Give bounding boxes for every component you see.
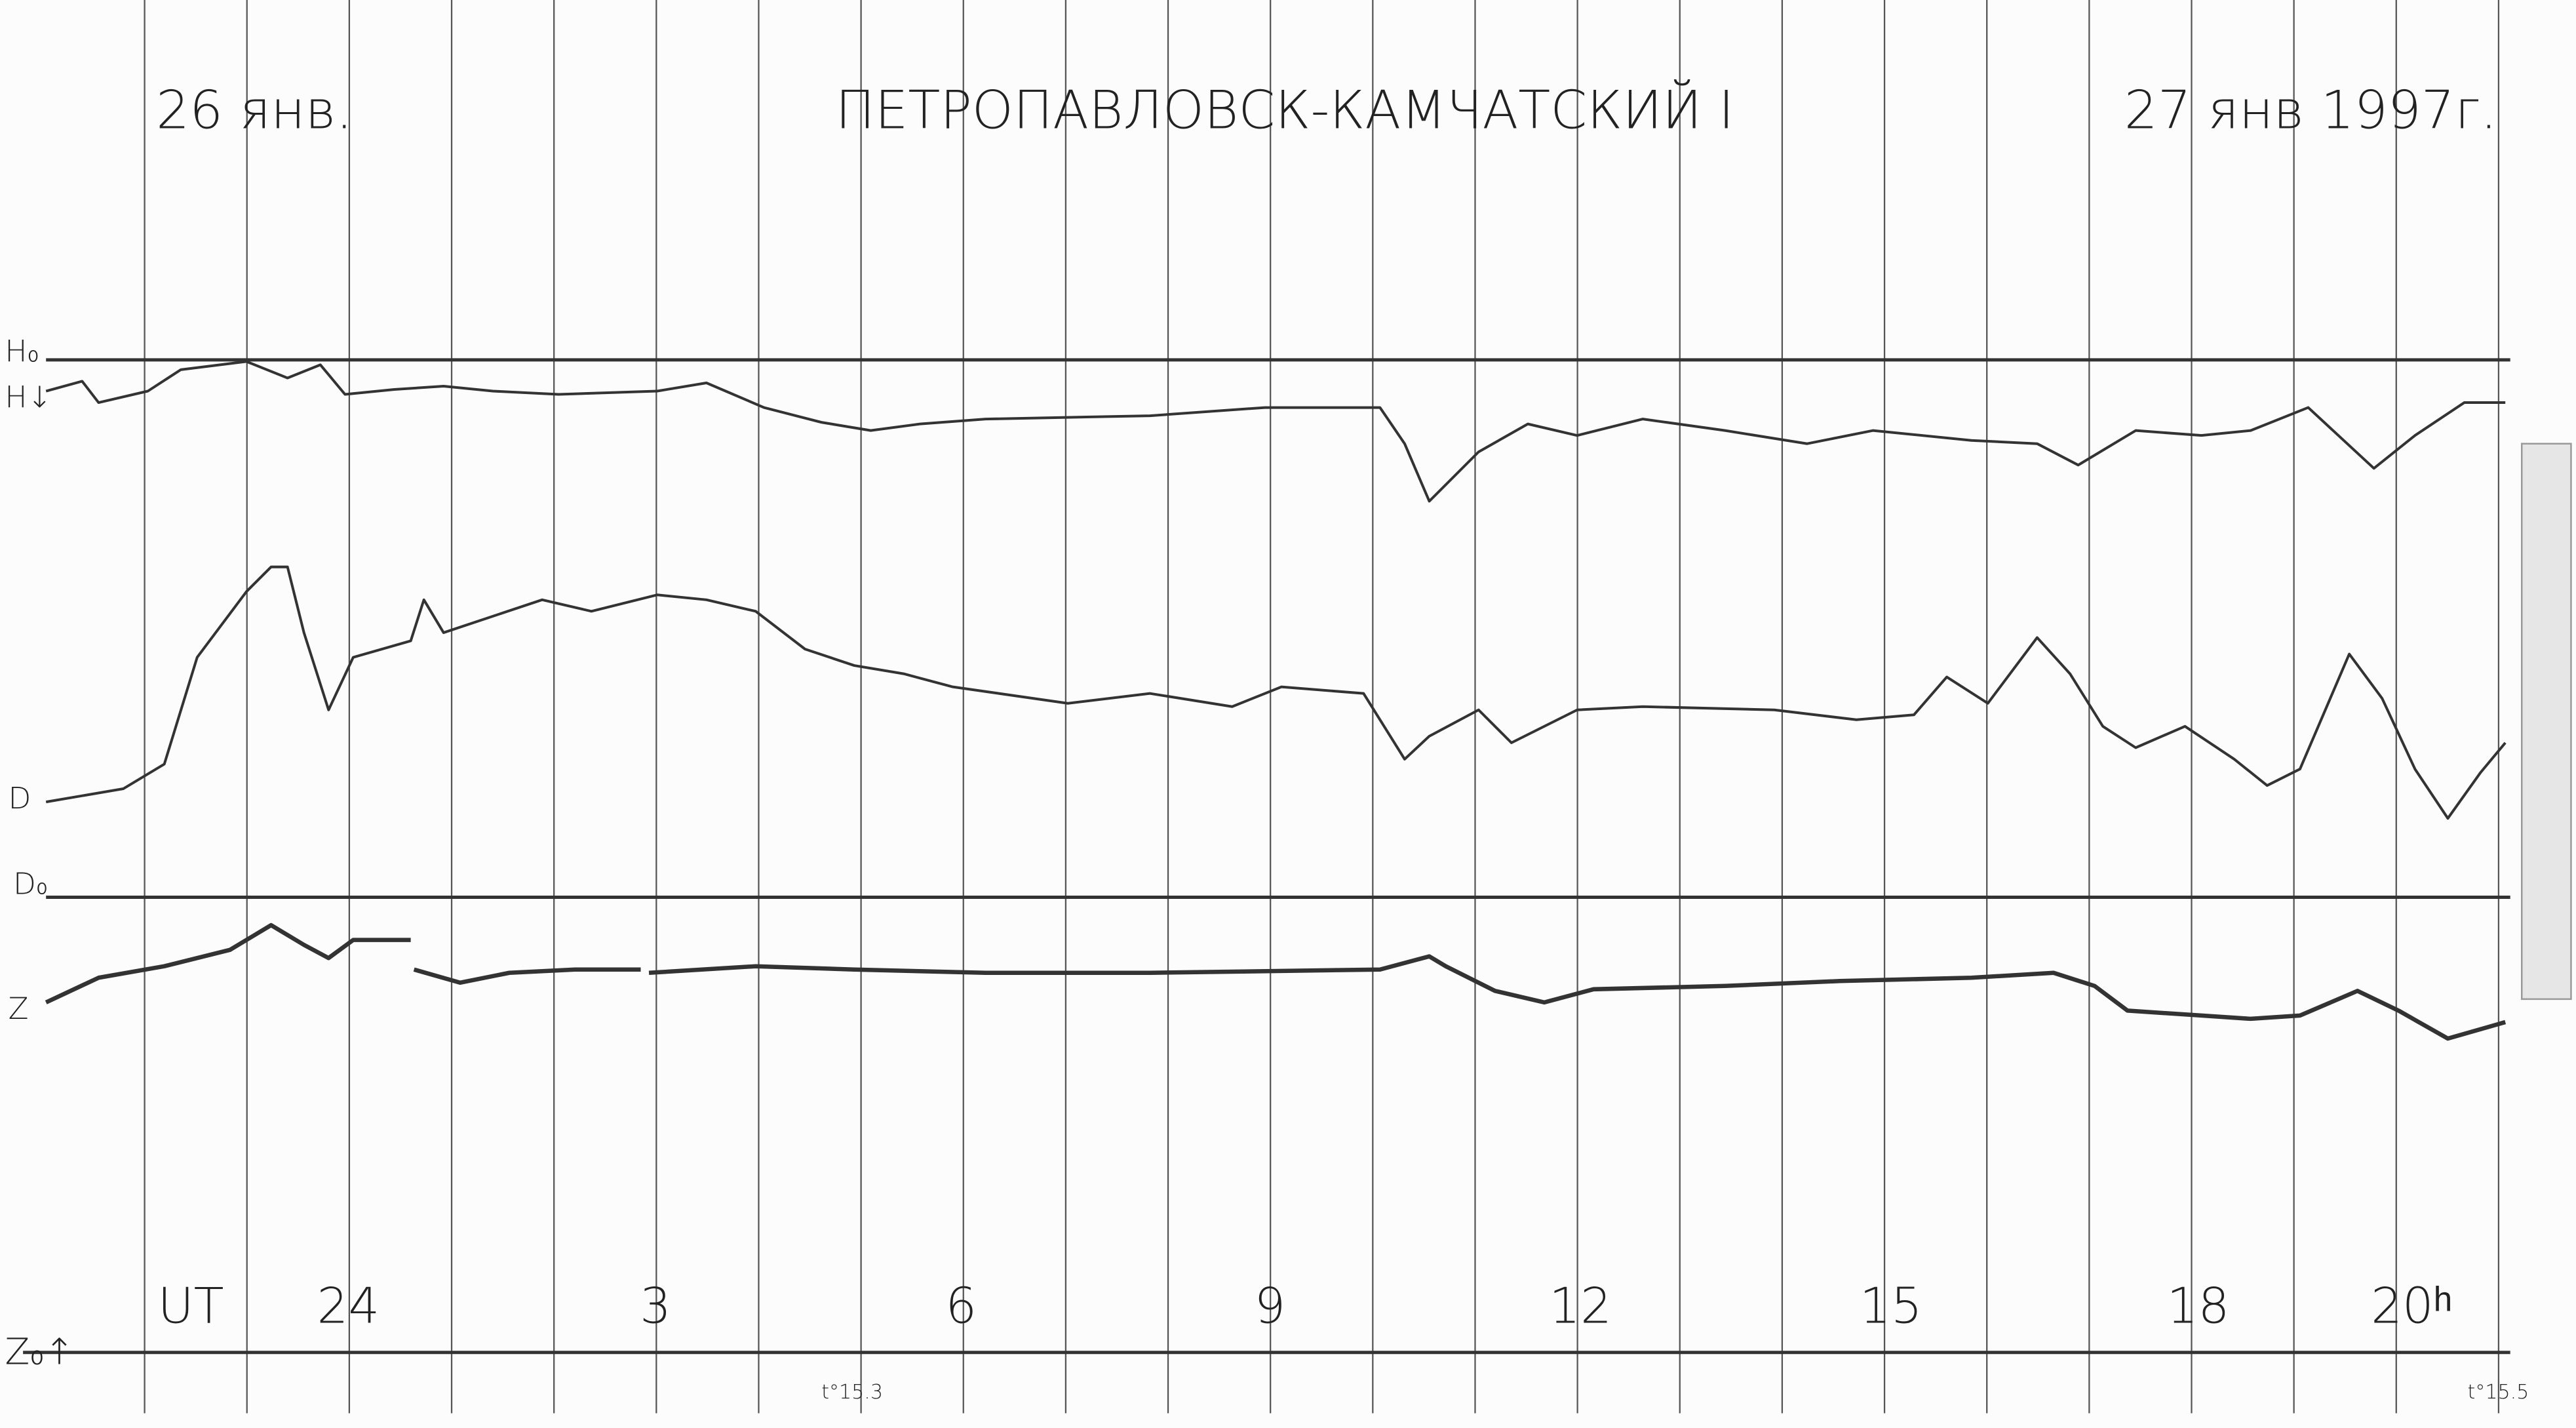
trace-label: Z [9, 991, 29, 1026]
date-end: 27 янв 1997г. [2124, 79, 2497, 140]
baseline-label: H₀ [5, 334, 39, 368]
trace-label: D [9, 781, 31, 816]
trace-label: H↓ [5, 380, 52, 415]
hour-label: 18 [2167, 1277, 2230, 1335]
temperature: t°15.3 [821, 1381, 883, 1404]
hour-label: 6 [945, 1277, 977, 1335]
hour-label: 20ʰ [2371, 1277, 2452, 1335]
z-trace [413, 967, 641, 985]
d-trace [45, 565, 2507, 820]
time-unit: UT [158, 1277, 224, 1335]
z-trace [45, 922, 411, 1004]
station: ПЕТРОПАВЛОВСК-КАМЧАТСКИЙ I [835, 79, 1734, 140]
temperature: t°15.5 [2468, 1381, 2529, 1404]
hour-labels: 24 3 6 9 12 15 18 20ʰ [317, 1277, 2453, 1335]
z-trace [648, 954, 2507, 1041]
h-trace [45, 360, 2506, 503]
baseline-label: D₀ [13, 866, 48, 901]
hour-label: 12 [1549, 1277, 1612, 1335]
hour-label: 3 [640, 1277, 671, 1335]
calibration-strip [2521, 443, 2572, 1001]
hour-label: 9 [1255, 1277, 1286, 1335]
date-start: 26 янв. [156, 79, 353, 140]
hour-label: 24 [317, 1277, 380, 1335]
baseline-label: Z₀↑ [5, 1331, 75, 1373]
hour-label: 15 [1860, 1277, 1922, 1335]
